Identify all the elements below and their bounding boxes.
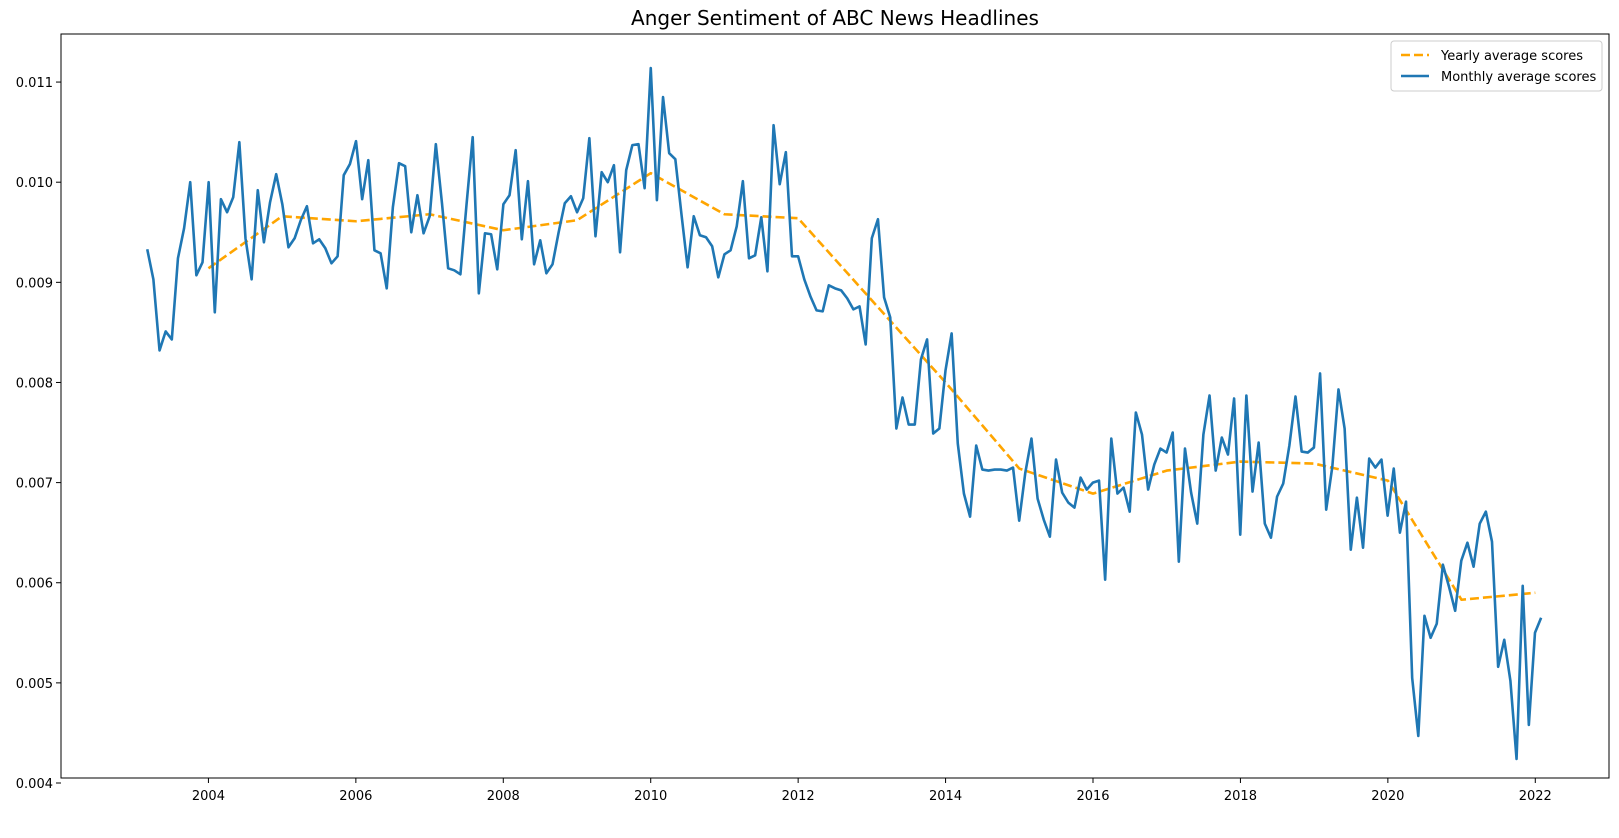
- x-tick-label: 2016: [1076, 789, 1109, 804]
- y-tick-label: 0.011: [16, 76, 53, 91]
- axes-frame: [60, 33, 1610, 779]
- x-tick-label: 2020: [1371, 789, 1404, 804]
- legend: Yearly average scores Monthly average sco…: [1390, 40, 1603, 92]
- y-tick-label: 0.005: [16, 677, 53, 692]
- axes: 2004 2006 2008 2010 2012 2014 2016 2018 2020 2022…: [16, 33, 1610, 804]
- x-tick-label: 2006: [339, 789, 372, 804]
- x-tick-label: 2012: [782, 789, 815, 804]
- x-tick-label: 2014: [929, 789, 962, 804]
- legend-box: [1390, 40, 1603, 92]
- plot-area: [145, 66, 1543, 761]
- x-tick-label: 2008: [487, 789, 520, 804]
- y-tick-label: 0.007: [16, 477, 53, 492]
- legend-label-yearly: Yearly average scores: [1440, 49, 1583, 64]
- x-tick-label: 2022: [1519, 789, 1552, 804]
- y-tick-label: 0.004: [16, 777, 53, 792]
- chart-title: Anger Sentiment of ABC News Headlines: [631, 6, 1039, 30]
- x-tick-label: 2010: [634, 789, 667, 804]
- legend-label-monthly: Monthly average scores: [1441, 70, 1596, 85]
- y-tick-label: 0.006: [16, 577, 53, 592]
- x-tick-label: 2004: [192, 789, 225, 804]
- y-tick-label: 0.008: [16, 376, 53, 391]
- series-line-monthly: [145, 66, 1543, 761]
- y-tick-label: 0.009: [16, 276, 53, 291]
- y-tick-label: 0.010: [16, 176, 53, 191]
- x-tick-label: 2018: [1224, 789, 1257, 804]
